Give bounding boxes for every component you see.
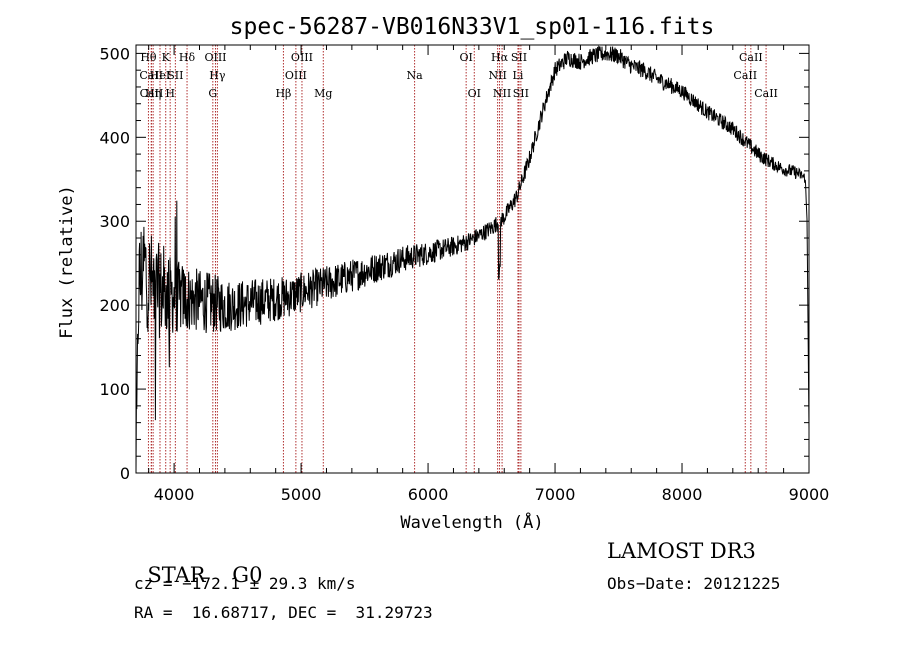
- spectrum-trace: [135, 45, 810, 474]
- class-label: STAR: [147, 563, 206, 587]
- object-class: STAR G0: [134, 539, 262, 587]
- y-axis-ticks: 0 100 200 300 400 500: [99, 44, 809, 483]
- x-axis-ticks: 4000 5000 6000 7000 8000 9000: [148, 45, 830, 504]
- line-label: SII: [167, 69, 183, 82]
- line-label: CaII: [140, 87, 164, 100]
- line-label: Hβ: [275, 87, 291, 100]
- y-tick-label: 300: [99, 212, 130, 231]
- x-tick-label: 8000: [662, 485, 703, 504]
- x-axis-label: Wavelength (Å): [400, 511, 543, 533]
- line-label: G: [208, 87, 217, 100]
- line-label: H: [165, 87, 175, 100]
- line-label: Li: [513, 69, 524, 82]
- line-label: SII: [513, 87, 529, 100]
- line-label: OIII: [204, 51, 226, 64]
- line-label: Hη: [145, 87, 161, 100]
- line-label: Hγ: [209, 69, 226, 82]
- chart-title: spec-56287-VB016N33V1_sp01-116.fits: [230, 14, 715, 40]
- y-tick-label: 100: [99, 380, 130, 399]
- plot-frame: [135, 44, 810, 474]
- obs-date-label: Obs−Date: 20121225: [607, 574, 781, 593]
- coordinates-label: RA = 16.68717, DEC = 31.29723: [134, 603, 433, 622]
- line-label: NII: [488, 69, 506, 82]
- line-label: HeI: [150, 69, 170, 82]
- survey-label: LAMOST DR3: [607, 539, 756, 563]
- y-axis-label: Flux (relative): [57, 185, 77, 339]
- line-label: Mg: [314, 87, 332, 100]
- line-label: OI: [459, 51, 472, 64]
- line-label: CaII: [754, 87, 778, 100]
- x-tick-label: 4000: [154, 485, 195, 504]
- line-label: Na: [407, 69, 424, 82]
- line-label: Hα: [491, 51, 509, 64]
- x-tick-label: 7000: [535, 485, 576, 504]
- line-label: CaII: [733, 69, 757, 82]
- line-label: OI: [468, 87, 481, 100]
- line-label: Hδ: [179, 51, 196, 64]
- x-tick-label: 5000: [281, 485, 322, 504]
- line-label: OIII: [291, 51, 313, 64]
- x-tick-label: 9000: [789, 485, 830, 504]
- subclass-label: G0: [232, 563, 263, 587]
- line-label: OIII: [285, 69, 307, 82]
- y-tick-label: 200: [99, 296, 130, 315]
- y-tick-label: 400: [99, 128, 130, 147]
- line-label: K: [162, 51, 171, 64]
- redshift-label: cz = −172.1 ± 29.3 km/s: [134, 574, 356, 593]
- line-label: CaII: [139, 69, 163, 82]
- line-label: SII: [511, 51, 527, 64]
- y-tick-label: 0: [120, 464, 130, 483]
- line-label: Hθ: [140, 51, 157, 64]
- emission-line-markers: [147, 45, 767, 473]
- line-label: CaII: [739, 51, 763, 64]
- x-tick-label: 6000: [408, 485, 449, 504]
- y-tick-label: 500: [99, 44, 130, 63]
- line-label: NII: [493, 87, 511, 100]
